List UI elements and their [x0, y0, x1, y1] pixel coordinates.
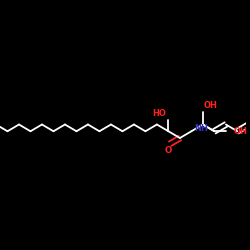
Text: O: O	[164, 146, 172, 155]
Text: OH: OH	[234, 127, 247, 136]
Text: NH: NH	[194, 124, 208, 133]
Text: OH: OH	[204, 101, 218, 110]
Text: HO: HO	[152, 109, 166, 118]
